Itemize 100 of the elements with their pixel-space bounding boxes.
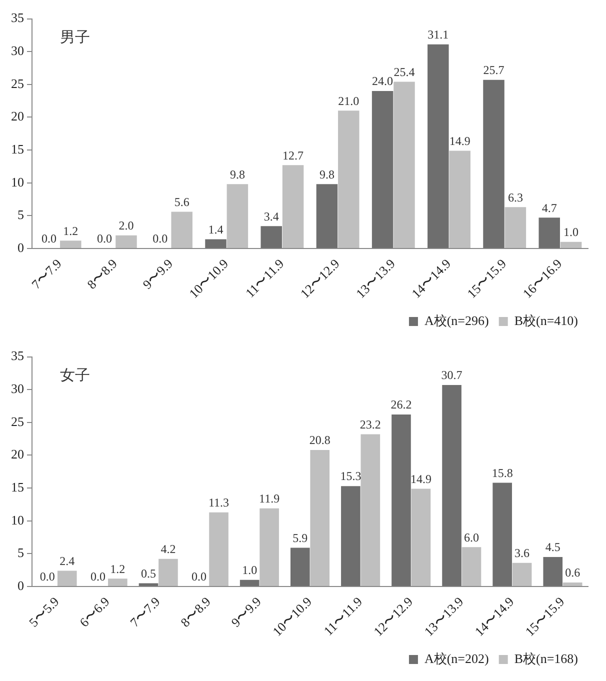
data-label: 0.0 bbox=[41, 232, 56, 246]
x-tick-label: 7〜7.9 bbox=[28, 256, 64, 292]
data-label: 6.3 bbox=[508, 190, 523, 204]
x-tick-label: 11〜11.9 bbox=[242, 256, 287, 300]
bar bbox=[138, 583, 158, 586]
data-label: 5.6 bbox=[174, 194, 190, 209]
y-tick-label: 30 bbox=[11, 381, 24, 396]
data-label: 5.9 bbox=[292, 530, 308, 545]
bar bbox=[316, 184, 338, 248]
data-label: 20.8 bbox=[309, 433, 330, 448]
bar bbox=[560, 242, 582, 248]
x-tick-label: 11〜11.9 bbox=[320, 594, 366, 638]
bar bbox=[171, 212, 192, 248]
data-label: 11.9 bbox=[259, 492, 280, 506]
legend-label: B校(n=410) bbox=[514, 312, 578, 328]
x-tick-label: 15〜15.9 bbox=[522, 594, 568, 640]
data-label: 15.8 bbox=[492, 466, 513, 480]
y-tick-label: 30 bbox=[11, 43, 24, 58]
bar bbox=[538, 218, 560, 248]
data-label: 0.0 bbox=[97, 232, 112, 246]
bar bbox=[411, 488, 431, 586]
bar bbox=[226, 184, 248, 248]
bar bbox=[442, 385, 462, 586]
data-label: 31.1 bbox=[428, 28, 449, 42]
data-label: 3.4 bbox=[264, 209, 279, 224]
data-label: 0.0 bbox=[40, 570, 55, 584]
bar bbox=[428, 44, 449, 248]
x-tick-label: 10〜10.9 bbox=[186, 256, 232, 302]
data-label: 0.0 bbox=[192, 570, 207, 584]
data-label: 3.6 bbox=[514, 546, 530, 560]
y-tick-label: 5 bbox=[18, 207, 24, 222]
bar bbox=[240, 580, 260, 586]
x-tick-label: 14〜14.9 bbox=[472, 594, 517, 640]
x-tick-label: 16〜16.9 bbox=[520, 256, 565, 302]
y-tick-label: 25 bbox=[11, 76, 24, 91]
x-tick-label: 7〜7.9 bbox=[127, 594, 163, 630]
bar bbox=[512, 562, 532, 586]
x-tick-label: 15〜15.9 bbox=[464, 256, 510, 302]
x-tick-label: 8〜8.9 bbox=[178, 594, 214, 630]
bar bbox=[392, 414, 411, 586]
x-tick-label: 12〜12.9 bbox=[370, 594, 416, 640]
y-tick-label: 35 bbox=[11, 348, 24, 364]
y-tick-label: 20 bbox=[11, 108, 24, 124]
data-label: 21.0 bbox=[338, 94, 360, 108]
data-label: 9.8 bbox=[230, 167, 245, 182]
data-label: 0.6 bbox=[565, 566, 580, 580]
bar bbox=[158, 558, 178, 586]
bar bbox=[260, 226, 282, 248]
data-label: 6.0 bbox=[464, 530, 479, 544]
legend-label: A校(n=202) bbox=[424, 650, 489, 666]
data-label: 14.9 bbox=[410, 472, 432, 486]
bar bbox=[57, 570, 77, 586]
data-label: 2.4 bbox=[60, 554, 75, 568]
bar bbox=[260, 508, 279, 586]
data-label: 25.4 bbox=[394, 64, 415, 79]
data-label: 30.7 bbox=[441, 368, 462, 382]
bar bbox=[504, 207, 526, 248]
bar bbox=[290, 548, 310, 586]
data-label: 4.2 bbox=[160, 542, 176, 556]
bar bbox=[360, 434, 380, 586]
data-label: 2.0 bbox=[118, 218, 134, 233]
bar bbox=[341, 486, 360, 586]
bar bbox=[108, 578, 128, 586]
x-tick-label: 6〜6.9 bbox=[76, 594, 112, 630]
bar bbox=[483, 80, 504, 248]
bar bbox=[562, 582, 582, 586]
text: 女子 bbox=[60, 367, 90, 384]
bar bbox=[338, 110, 360, 248]
x-tick-label: 14〜14.9 bbox=[408, 256, 454, 302]
data-label: 1.0 bbox=[564, 225, 579, 240]
bar bbox=[116, 235, 137, 248]
x-tick-label: 12〜12.9 bbox=[297, 256, 342, 302]
data-label: 1.0 bbox=[242, 563, 258, 578]
legend-label: B校(n=168) bbox=[514, 650, 578, 666]
bar bbox=[282, 165, 304, 248]
x-tick-label: 8〜8.9 bbox=[84, 256, 120, 292]
data-label: 23.2 bbox=[360, 417, 381, 432]
data-label: 14.9 bbox=[449, 134, 470, 148]
text: 男子 bbox=[60, 30, 90, 46]
data-label: 24.0 bbox=[372, 74, 394, 88]
x-tick-label: 9〜9.9 bbox=[228, 594, 264, 630]
bar bbox=[310, 450, 330, 586]
data-label: 11.3 bbox=[208, 495, 230, 510]
x-tick-label: 5〜5.9 bbox=[26, 594, 62, 630]
y-tick-label: 0 bbox=[18, 240, 24, 255]
data-label: 25.7 bbox=[483, 62, 504, 77]
y-tick-label: 15 bbox=[11, 479, 24, 494]
data-label: 15.3 bbox=[340, 469, 362, 484]
bar bbox=[492, 482, 512, 586]
y-tick-label: 10 bbox=[11, 512, 24, 528]
bar bbox=[449, 150, 470, 248]
x-tick-label: 10〜10.9 bbox=[269, 594, 315, 640]
bar bbox=[543, 556, 563, 586]
bar bbox=[394, 82, 415, 248]
bar bbox=[462, 547, 482, 586]
legend-label: A校(n=296) bbox=[424, 312, 489, 328]
data-label: 0.0 bbox=[90, 570, 106, 584]
y-tick-label: 0 bbox=[18, 578, 24, 593]
y-tick-label: 35 bbox=[11, 10, 24, 26]
data-label: 0.5 bbox=[141, 566, 156, 580]
